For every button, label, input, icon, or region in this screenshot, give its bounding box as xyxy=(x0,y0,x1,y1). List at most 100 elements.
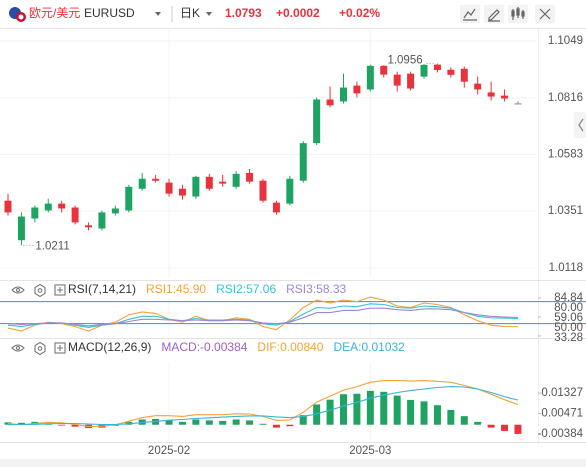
dropdown-arrow[interactable] xyxy=(155,12,161,16)
candle-body xyxy=(393,74,401,86)
histogram-bar xyxy=(487,424,495,428)
candle-body xyxy=(44,203,52,211)
legend-entry: RSI1:45.90 xyxy=(146,282,206,296)
candle-body xyxy=(125,186,133,211)
histogram-bar xyxy=(246,420,254,425)
x-tick-label: 2025-02 xyxy=(148,445,190,457)
symbol[interactable]: EURUSD xyxy=(84,6,135,20)
y-tick-label: 1.1049 xyxy=(548,35,583,47)
histogram-bar xyxy=(474,421,482,425)
price-change: +0.0002 xyxy=(276,6,320,20)
histogram-bar xyxy=(219,420,227,425)
candle-body xyxy=(165,182,173,194)
histogram-bar xyxy=(165,420,173,425)
candle-body xyxy=(17,216,25,241)
reference-label: 50.00 xyxy=(554,322,583,334)
rsi-line xyxy=(7,296,519,332)
candle-body xyxy=(313,99,321,144)
indicator-title: RSI(7,14,21) xyxy=(68,282,136,296)
histogram-bar xyxy=(286,424,294,427)
macd-icons[interactable] xyxy=(11,341,66,356)
y-tick-label: 84.84 xyxy=(554,292,583,304)
candle-body xyxy=(219,181,227,184)
y-tick-label: 33.28 xyxy=(554,332,583,344)
histogram-bar xyxy=(71,424,79,427)
candle-body xyxy=(407,73,415,89)
histogram-bar xyxy=(192,419,200,425)
y-tick-label: 1.0816 xyxy=(548,92,583,104)
candle-body xyxy=(299,143,307,181)
histogram-bar xyxy=(514,424,522,434)
legend-entry: RSI3:58.33 xyxy=(286,282,346,296)
draw-button[interactable] xyxy=(484,5,504,23)
low-annotation: 1.0211 xyxy=(35,240,69,252)
candle-body xyxy=(433,64,441,70)
y-tick-label: 0.01327 xyxy=(541,387,583,399)
candle-body xyxy=(501,95,509,99)
candle-body xyxy=(246,172,254,182)
candle-body xyxy=(4,200,12,213)
candle-body xyxy=(380,65,388,75)
rsi-line xyxy=(7,303,519,328)
dropdown-arrow[interactable] xyxy=(206,12,212,16)
candle-body xyxy=(205,176,213,189)
legend-entry: RSI2:57.06 xyxy=(216,282,276,296)
histogram-bar xyxy=(393,395,401,425)
legend-entry: MACD:-0.00384 xyxy=(161,340,247,354)
histogram-bar xyxy=(178,421,186,425)
candle-body xyxy=(152,178,160,181)
candle-body xyxy=(353,85,361,94)
rsi-line xyxy=(7,307,519,327)
histogram-bar xyxy=(447,409,455,425)
flag-icon xyxy=(9,7,26,22)
candle-body xyxy=(460,68,468,82)
candle-body xyxy=(366,65,374,90)
y-tick-label: 0.00471 xyxy=(541,408,583,420)
x-tick-label: 2025-03 xyxy=(349,445,391,457)
histogram-bar xyxy=(58,424,66,426)
last-price: 1.0793 xyxy=(225,6,262,20)
legend-entry: DIF:0.00840 xyxy=(257,340,323,354)
histogram-bar xyxy=(272,424,280,428)
reference-label: 80.00 xyxy=(554,302,583,314)
rsi-icons[interactable] xyxy=(11,283,66,298)
candle-body xyxy=(487,92,495,97)
legend-entry: DEA:0.01032 xyxy=(333,340,405,354)
indicator-button[interactable] xyxy=(460,5,480,23)
histogram-bar xyxy=(313,404,321,425)
chart-type-button[interactable] xyxy=(508,5,528,23)
histogram-bar xyxy=(353,393,361,425)
histogram-bar xyxy=(205,420,213,425)
candle-body xyxy=(286,178,294,204)
candle-body xyxy=(326,99,334,106)
y-tick-label: -0.00384 xyxy=(538,428,584,440)
candle-body xyxy=(514,103,522,105)
period[interactable]: 日K xyxy=(180,6,200,20)
histogram-bar xyxy=(380,391,388,425)
candle-body xyxy=(420,64,428,77)
candle-body xyxy=(447,69,455,75)
histogram-bar xyxy=(259,423,267,425)
bottom-toolbar xyxy=(0,459,586,467)
candle-body xyxy=(58,203,66,209)
pair-name[interactable]: 欧元/美元 xyxy=(29,6,80,20)
candle-body xyxy=(340,87,347,102)
y-tick-label: 59.06 xyxy=(554,312,583,324)
candle-body xyxy=(259,180,267,201)
collapse-button[interactable] xyxy=(574,112,586,138)
candle-body xyxy=(138,178,146,189)
candle-body xyxy=(111,208,119,214)
price-change-pct: +0.02% xyxy=(339,6,380,20)
candle-body xyxy=(232,173,240,187)
macd-line xyxy=(7,386,519,426)
fullscreen-button[interactable] xyxy=(535,5,555,23)
candle-body xyxy=(474,83,482,90)
histogram-bar xyxy=(340,394,347,425)
y-tick-label: 1.0118 xyxy=(549,262,583,274)
histogram-bar xyxy=(232,419,240,425)
indicator-title: MACD(12,26,9) xyxy=(68,340,151,354)
y-tick-label: 1.0583 xyxy=(548,149,583,161)
histogram-bar xyxy=(366,390,374,425)
